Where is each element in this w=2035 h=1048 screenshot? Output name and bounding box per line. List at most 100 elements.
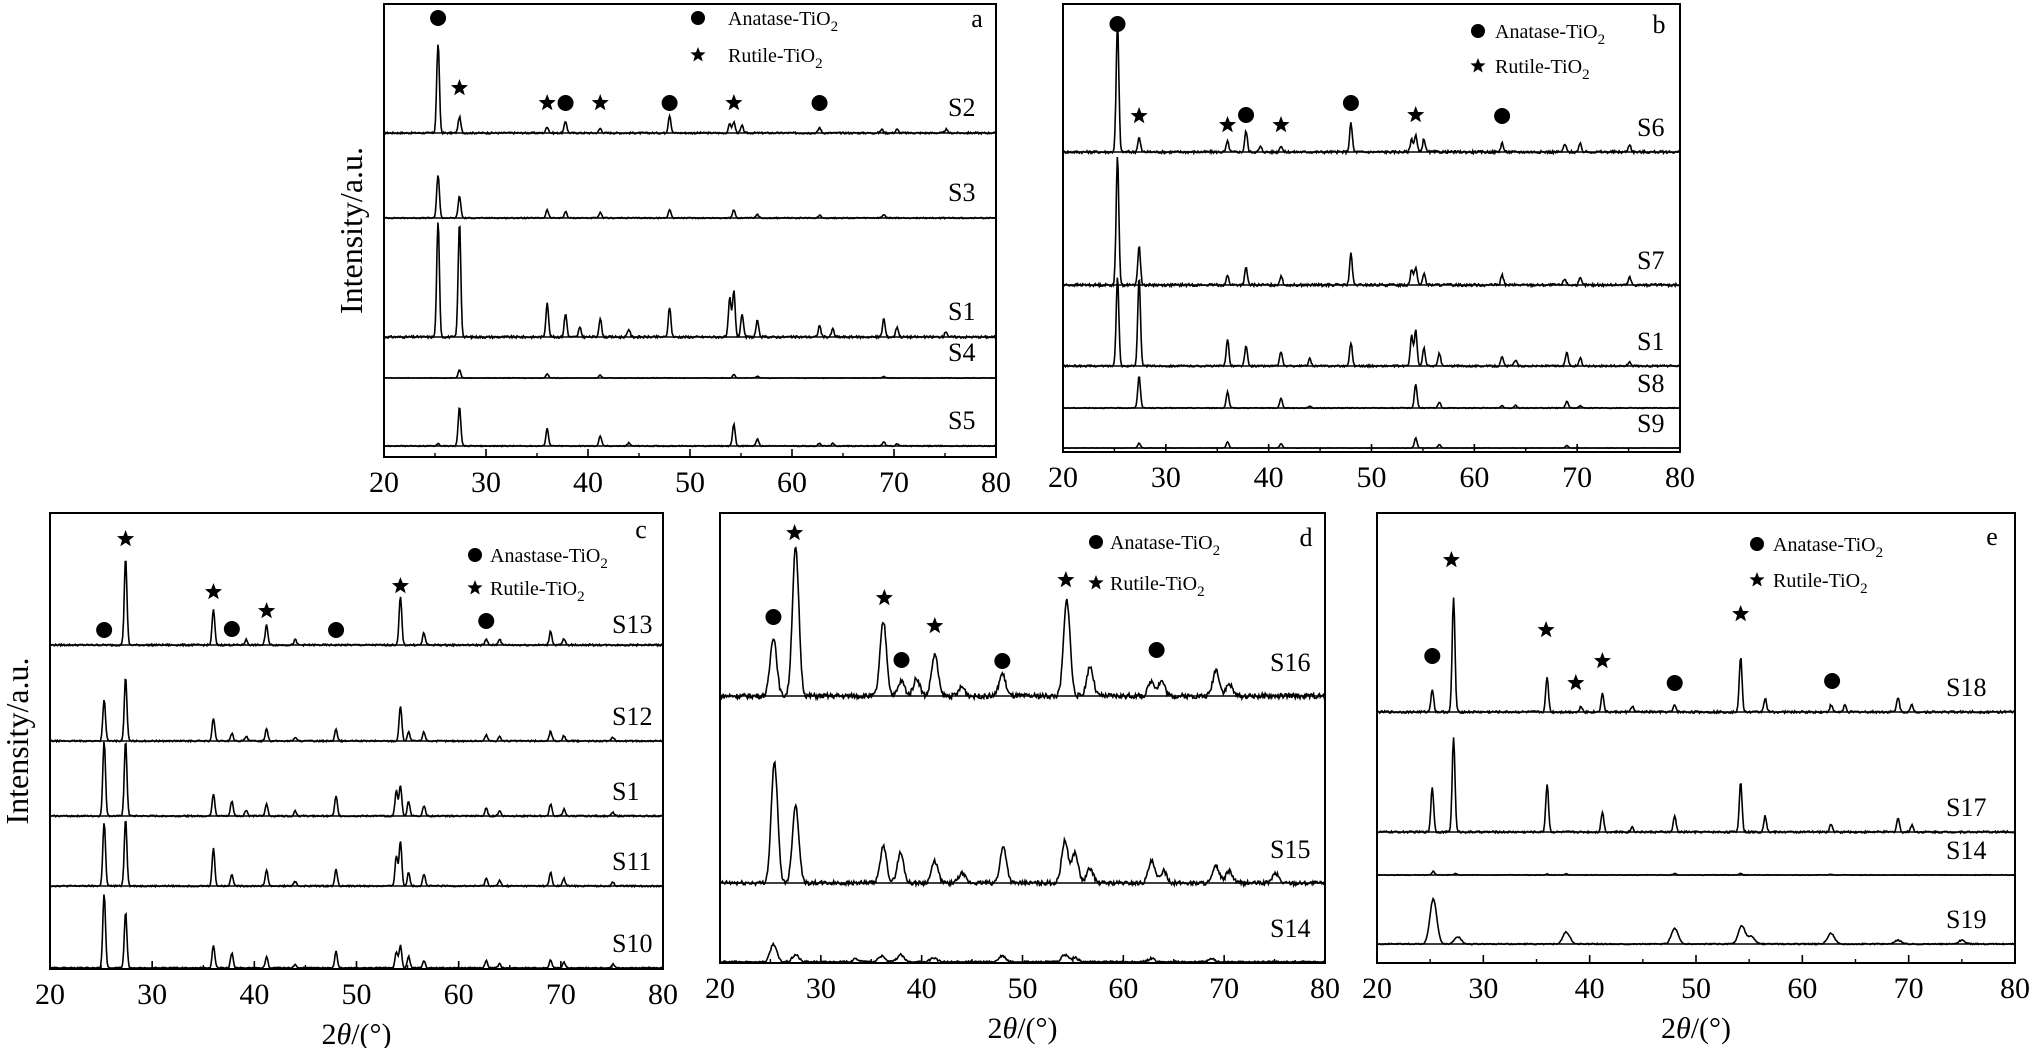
series-label-s9: S9 [1637,409,1664,438]
rutile-marker [117,530,135,547]
legend-label-text: Rutile-TiO [1495,56,1582,78]
series-label-s17: S17 [1946,793,1986,822]
series-trace-s7 [1062,156,1681,289]
x-axis-label-theta: θ [1002,1012,1017,1045]
legend-label: Rutile-TiO2 [728,45,823,72]
series-label-s12: S12 [612,702,652,731]
legend-label-text: Rutile-TiO [1110,573,1197,595]
anatase-marker [1494,108,1511,124]
rutile-marker [1537,621,1555,638]
series-label-s16: S16 [1270,648,1310,677]
series-label-s13: S13 [612,610,652,639]
series-label-s14: S14 [1946,836,1986,865]
legend-label-subscript: 2 [831,19,839,35]
series-label-s8: S8 [1637,369,1664,398]
rutile-marker [1567,674,1585,691]
panel-letter: a [971,4,983,33]
series-trace-s11 [49,820,664,889]
series-trace-s19 [1376,896,2016,946]
x-tick-label: 30 [1468,972,1498,1005]
series-trace-s18 [1376,597,2016,716]
x-tick-label: 40 [907,972,937,1005]
x-axis-label-prefix: 2 [321,1018,336,1048]
panel-c: S13 S12 S1 S11 S10 20 30 40 50 60 70 80 Anastase-TiO… [0,512,678,1048]
x-axis-label-suffix: /(°) [1017,1012,1057,1045]
series-trace-s12 [49,678,664,744]
series-label-s19: S19 [1946,905,1986,934]
legend-label-text: Anatase-TiO [1110,532,1213,554]
series-label-s14: S14 [1270,914,1310,943]
legend-label: Anatase-TiO2 [1495,21,1605,48]
plot-frame [719,512,1326,964]
x-tick-label: 20 [1048,461,1078,494]
series-label-s11: S11 [612,847,652,876]
series-trace-s1 [1062,277,1681,369]
legend-label-subscript: 2 [1860,581,1868,597]
anatase-marker [765,609,782,625]
legend-label: Rutile-TiO2 [1110,573,1205,600]
x-tick-label: 80 [1310,972,1340,1005]
x-tick-label: 20 [1362,972,1392,1005]
series-label-s15: S15 [1270,835,1310,864]
x-tick-label: 70 [1209,972,1239,1005]
legend-rutile-icon [1088,575,1104,590]
x-axis-label-suffix: /(°) [351,1018,391,1048]
legend-label: Anastase-TiO2 [490,545,608,572]
x-tick-label: 30 [137,978,167,1011]
series-label-s1: S1 [1637,327,1664,356]
rutile-marker [926,617,944,634]
y-axis-label: Intensity/a.u. [0,657,35,824]
x-tick-label: 40 [239,978,269,1011]
rutile-marker [204,583,222,600]
x-axis-label: 2θ/(°) [321,1018,391,1048]
x-axis-label: 2θ/(°) [1661,1012,1731,1045]
series-trace-s16 [719,546,1326,702]
series-label-s18: S18 [1946,673,1986,702]
rutile-marker [1130,107,1148,124]
legend-anatase-icon [1750,537,1764,551]
x-tick-label: 80 [981,466,1011,499]
series-label-s5: S5 [948,406,975,435]
x-tick-label: 80 [648,978,678,1011]
legend-label-text: Anastase-TiO [490,545,600,567]
series-trace-s10 [50,894,664,970]
series-trace-s15 [719,759,1326,889]
legend-rutile-icon [1470,58,1486,73]
anatase-marker [1666,675,1683,691]
x-tick-label: 30 [1151,461,1181,494]
legend-label-text: Anatase-TiO [1773,534,1876,556]
x-tick-label: 20 [35,978,65,1011]
x-tick-label: 60 [1459,461,1489,494]
series-label-s3: S3 [948,178,975,207]
rutile-marker [1593,652,1611,669]
rutile-marker [450,79,468,96]
anatase-marker [1148,642,1165,658]
x-tick-label: 30 [471,466,501,499]
anatase-marker [1824,673,1841,689]
anatase-marker [661,95,678,111]
legend-anatase-icon [1471,24,1485,38]
legend-rutile-icon [690,47,706,62]
x-tick-label: 20 [369,466,399,499]
x-tick-label: 50 [1681,972,1711,1005]
x-axis-label-prefix: 2 [987,1012,1002,1045]
x-tick-label: 80 [1665,461,1695,494]
anatase-marker [96,622,113,638]
panel-letter: d [1300,523,1313,552]
series-label-s1: S1 [948,297,975,326]
x-tick-label: 30 [806,972,836,1005]
anatase-marker [478,613,495,629]
x-tick-label: 60 [444,978,474,1011]
rutile-marker [1407,106,1425,123]
plot-frame [1376,512,2016,964]
panel-letter: b [1653,10,1666,39]
legend-label-subscript: 2 [577,589,585,605]
x-tick-label: 60 [1108,972,1138,1005]
series-trace-s1 [383,222,997,341]
legend-label-subscript: 2 [815,56,823,72]
x-tick-label: 50 [1008,972,1038,1005]
panel-letter: c [635,515,647,544]
